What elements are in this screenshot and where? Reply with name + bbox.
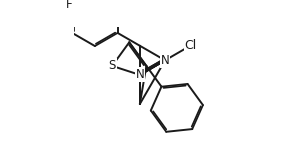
Text: F: F (66, 0, 72, 11)
Text: N: N (135, 68, 144, 81)
Text: Cl: Cl (185, 39, 197, 52)
Text: N: N (161, 54, 169, 67)
Text: S: S (108, 59, 116, 72)
